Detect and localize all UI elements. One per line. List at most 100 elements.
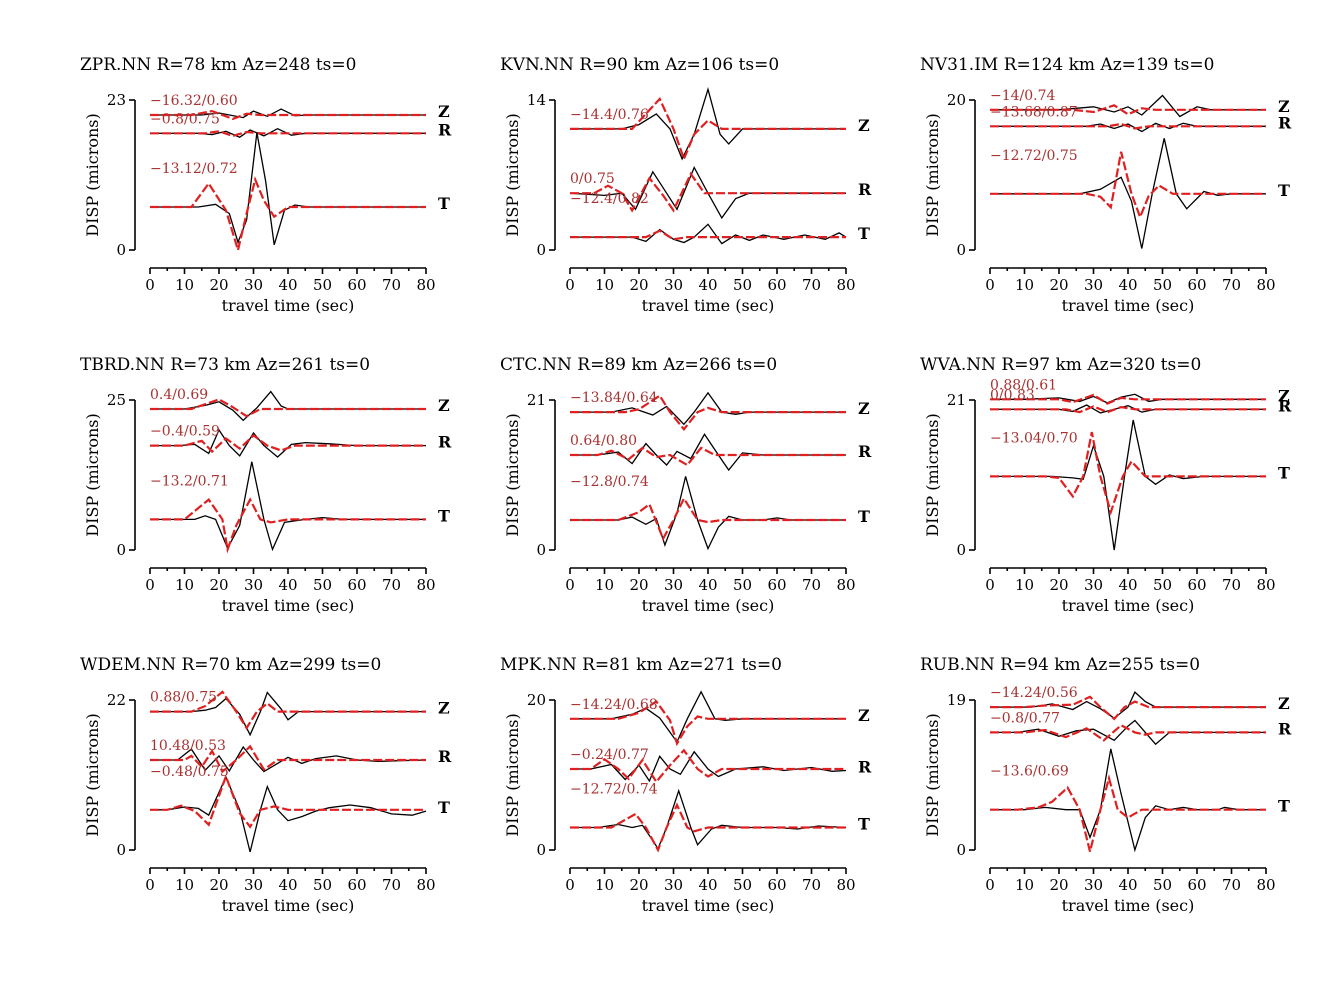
x-tick-label: 20 — [209, 576, 228, 594]
observed-trace-T — [990, 138, 1266, 249]
x-tick-label: 20 — [1049, 876, 1068, 894]
x-tick-label: 40 — [698, 576, 717, 594]
observed-trace-T — [150, 775, 427, 853]
x-axis-label: travel time (sec) — [642, 596, 775, 615]
synthetic-trace-R — [570, 748, 846, 784]
x-tick-label: 60 — [1187, 276, 1206, 294]
observed-trace-R — [990, 122, 1266, 133]
x-tick-label: 0 — [565, 276, 575, 294]
x-tick-label: 50 — [1153, 276, 1172, 294]
x-tick-label: 30 — [244, 276, 263, 294]
synthetic-trace-T — [570, 496, 846, 542]
component-label-Z: Z — [858, 706, 870, 725]
shift-correlation-label: −13.68/0.87 — [990, 104, 1078, 120]
x-tick-label: 10 — [175, 276, 194, 294]
x-tick-label: 10 — [175, 876, 194, 894]
x-tick-label: 10 — [595, 876, 614, 894]
synthetic-trace-R — [990, 122, 1266, 130]
x-tick-label: 80 — [1256, 876, 1275, 894]
x-tick-label: 40 — [1118, 276, 1137, 294]
x-tick-label: 40 — [698, 876, 717, 894]
shift-correlation-label: −14.24/0.68 — [570, 697, 658, 713]
x-tick-label: 0 — [985, 276, 995, 294]
y-axis-label: DISP (microns) — [83, 713, 102, 837]
x-tick-label: 30 — [1084, 576, 1103, 594]
panel-title: MPK.NN R=81 km Az=271 ts=0 — [500, 655, 782, 675]
x-tick-label: 20 — [629, 276, 648, 294]
component-label-T: T — [438, 506, 450, 525]
y-tick-label: 21 — [947, 391, 966, 409]
synthetic-trace-T — [150, 497, 426, 554]
y-axis-label: DISP (microns) — [923, 713, 942, 837]
x-tick-label: 20 — [1049, 276, 1068, 294]
synthetic-trace-Z — [990, 695, 1266, 721]
y-axis-label: DISP (microns) — [503, 113, 522, 237]
component-label-Z: Z — [1278, 694, 1290, 713]
waveform-panel-8: MPK.NN R=81 km Az=271 ts=0 0 20 DISP (micro… — [500, 655, 872, 915]
component-label-R: R — [1278, 719, 1292, 738]
x-tick-label: 10 — [1015, 576, 1034, 594]
observed-trace-R — [150, 127, 426, 138]
synthetic-trace-R — [990, 405, 1266, 414]
synthetic-trace-Z — [570, 700, 846, 747]
synthetic-trace-R — [150, 130, 426, 138]
observed-trace-Z — [150, 108, 426, 119]
synthetic-trace-Z — [150, 398, 426, 418]
x-tick-label: 80 — [1256, 276, 1275, 294]
x-tick-label: 60 — [767, 276, 786, 294]
y-axis-label: DISP (microns) — [83, 113, 102, 237]
observed-trace-Z — [990, 94, 1266, 118]
observed-trace-T — [150, 461, 426, 552]
shift-correlation-label: −13.2/0.71 — [150, 473, 229, 489]
shift-correlation-label: −0.8/0.77 — [990, 710, 1060, 726]
x-tick-label: 0 — [985, 576, 995, 594]
y-tick-label: 23 — [107, 91, 126, 109]
shift-correlation-label: −12.4/0.82 — [570, 191, 649, 207]
component-label-Z: Z — [858, 399, 870, 418]
x-tick-label: 70 — [1222, 576, 1241, 594]
x-tick-label: 60 — [767, 876, 786, 894]
component-label-Z: Z — [1278, 386, 1290, 405]
x-tick-label: 70 — [382, 276, 401, 294]
shift-correlation-label: −14.24/0.56 — [990, 685, 1078, 701]
shift-correlation-label: −13.6/0.69 — [990, 764, 1069, 780]
synthetic-trace-R — [150, 433, 426, 454]
x-tick-label: 20 — [1049, 576, 1068, 594]
waveform-panel-3: NV31.IM R=124 km Az=139 ts=0 0 20 DISP (mic… — [920, 55, 1292, 315]
x-tick-label: 20 — [629, 876, 648, 894]
component-label-T: T — [858, 224, 870, 243]
x-tick-label: 40 — [278, 876, 297, 894]
x-tick-label: 10 — [1015, 876, 1034, 894]
shift-correlation-label: −0.4/0.59 — [150, 424, 220, 440]
component-label-Z: Z — [438, 102, 450, 121]
x-tick-label: 10 — [1015, 276, 1034, 294]
x-tick-label: 80 — [836, 276, 855, 294]
x-tick-label: 20 — [209, 276, 228, 294]
panel-title: RUB.NN R=94 km Az=255 ts=0 — [920, 655, 1200, 675]
x-tick-label: 20 — [209, 876, 228, 894]
waveform-panel-9: RUB.NN R=94 km Az=255 ts=0 0 19 DISP (micro… — [920, 655, 1292, 915]
y-tick-label: 19 — [947, 691, 966, 709]
synthetic-trace-Z — [150, 690, 426, 731]
y-tick-label: 0 — [536, 241, 546, 259]
observed-trace-R — [150, 745, 427, 773]
component-label-Z: Z — [438, 396, 450, 415]
x-tick-label: 50 — [313, 276, 332, 294]
synthetic-trace-Z — [150, 109, 426, 121]
shift-correlation-label: −14.4/0.76 — [570, 107, 649, 123]
component-label-T: T — [438, 798, 450, 817]
shift-correlation-label: −0.24/0.77 — [570, 747, 649, 763]
x-tick-label: 70 — [1222, 876, 1241, 894]
component-label-R: R — [1278, 396, 1292, 415]
component-label-Z: Z — [858, 116, 870, 135]
x-axis-label: travel time (sec) — [222, 296, 355, 315]
x-axis-label: travel time (sec) — [642, 296, 775, 315]
panel-title: WDEM.NN R=70 km Az=299 ts=0 — [80, 655, 381, 675]
x-tick-label: 40 — [278, 276, 297, 294]
y-tick-label: 21 — [527, 391, 546, 409]
y-tick-label: 22 — [107, 691, 126, 709]
x-tick-label: 50 — [313, 876, 332, 894]
y-tick-label: 14 — [527, 91, 546, 109]
shift-correlation-label: −12.8/0.74 — [570, 474, 649, 490]
synthetic-trace-Z — [990, 104, 1266, 116]
